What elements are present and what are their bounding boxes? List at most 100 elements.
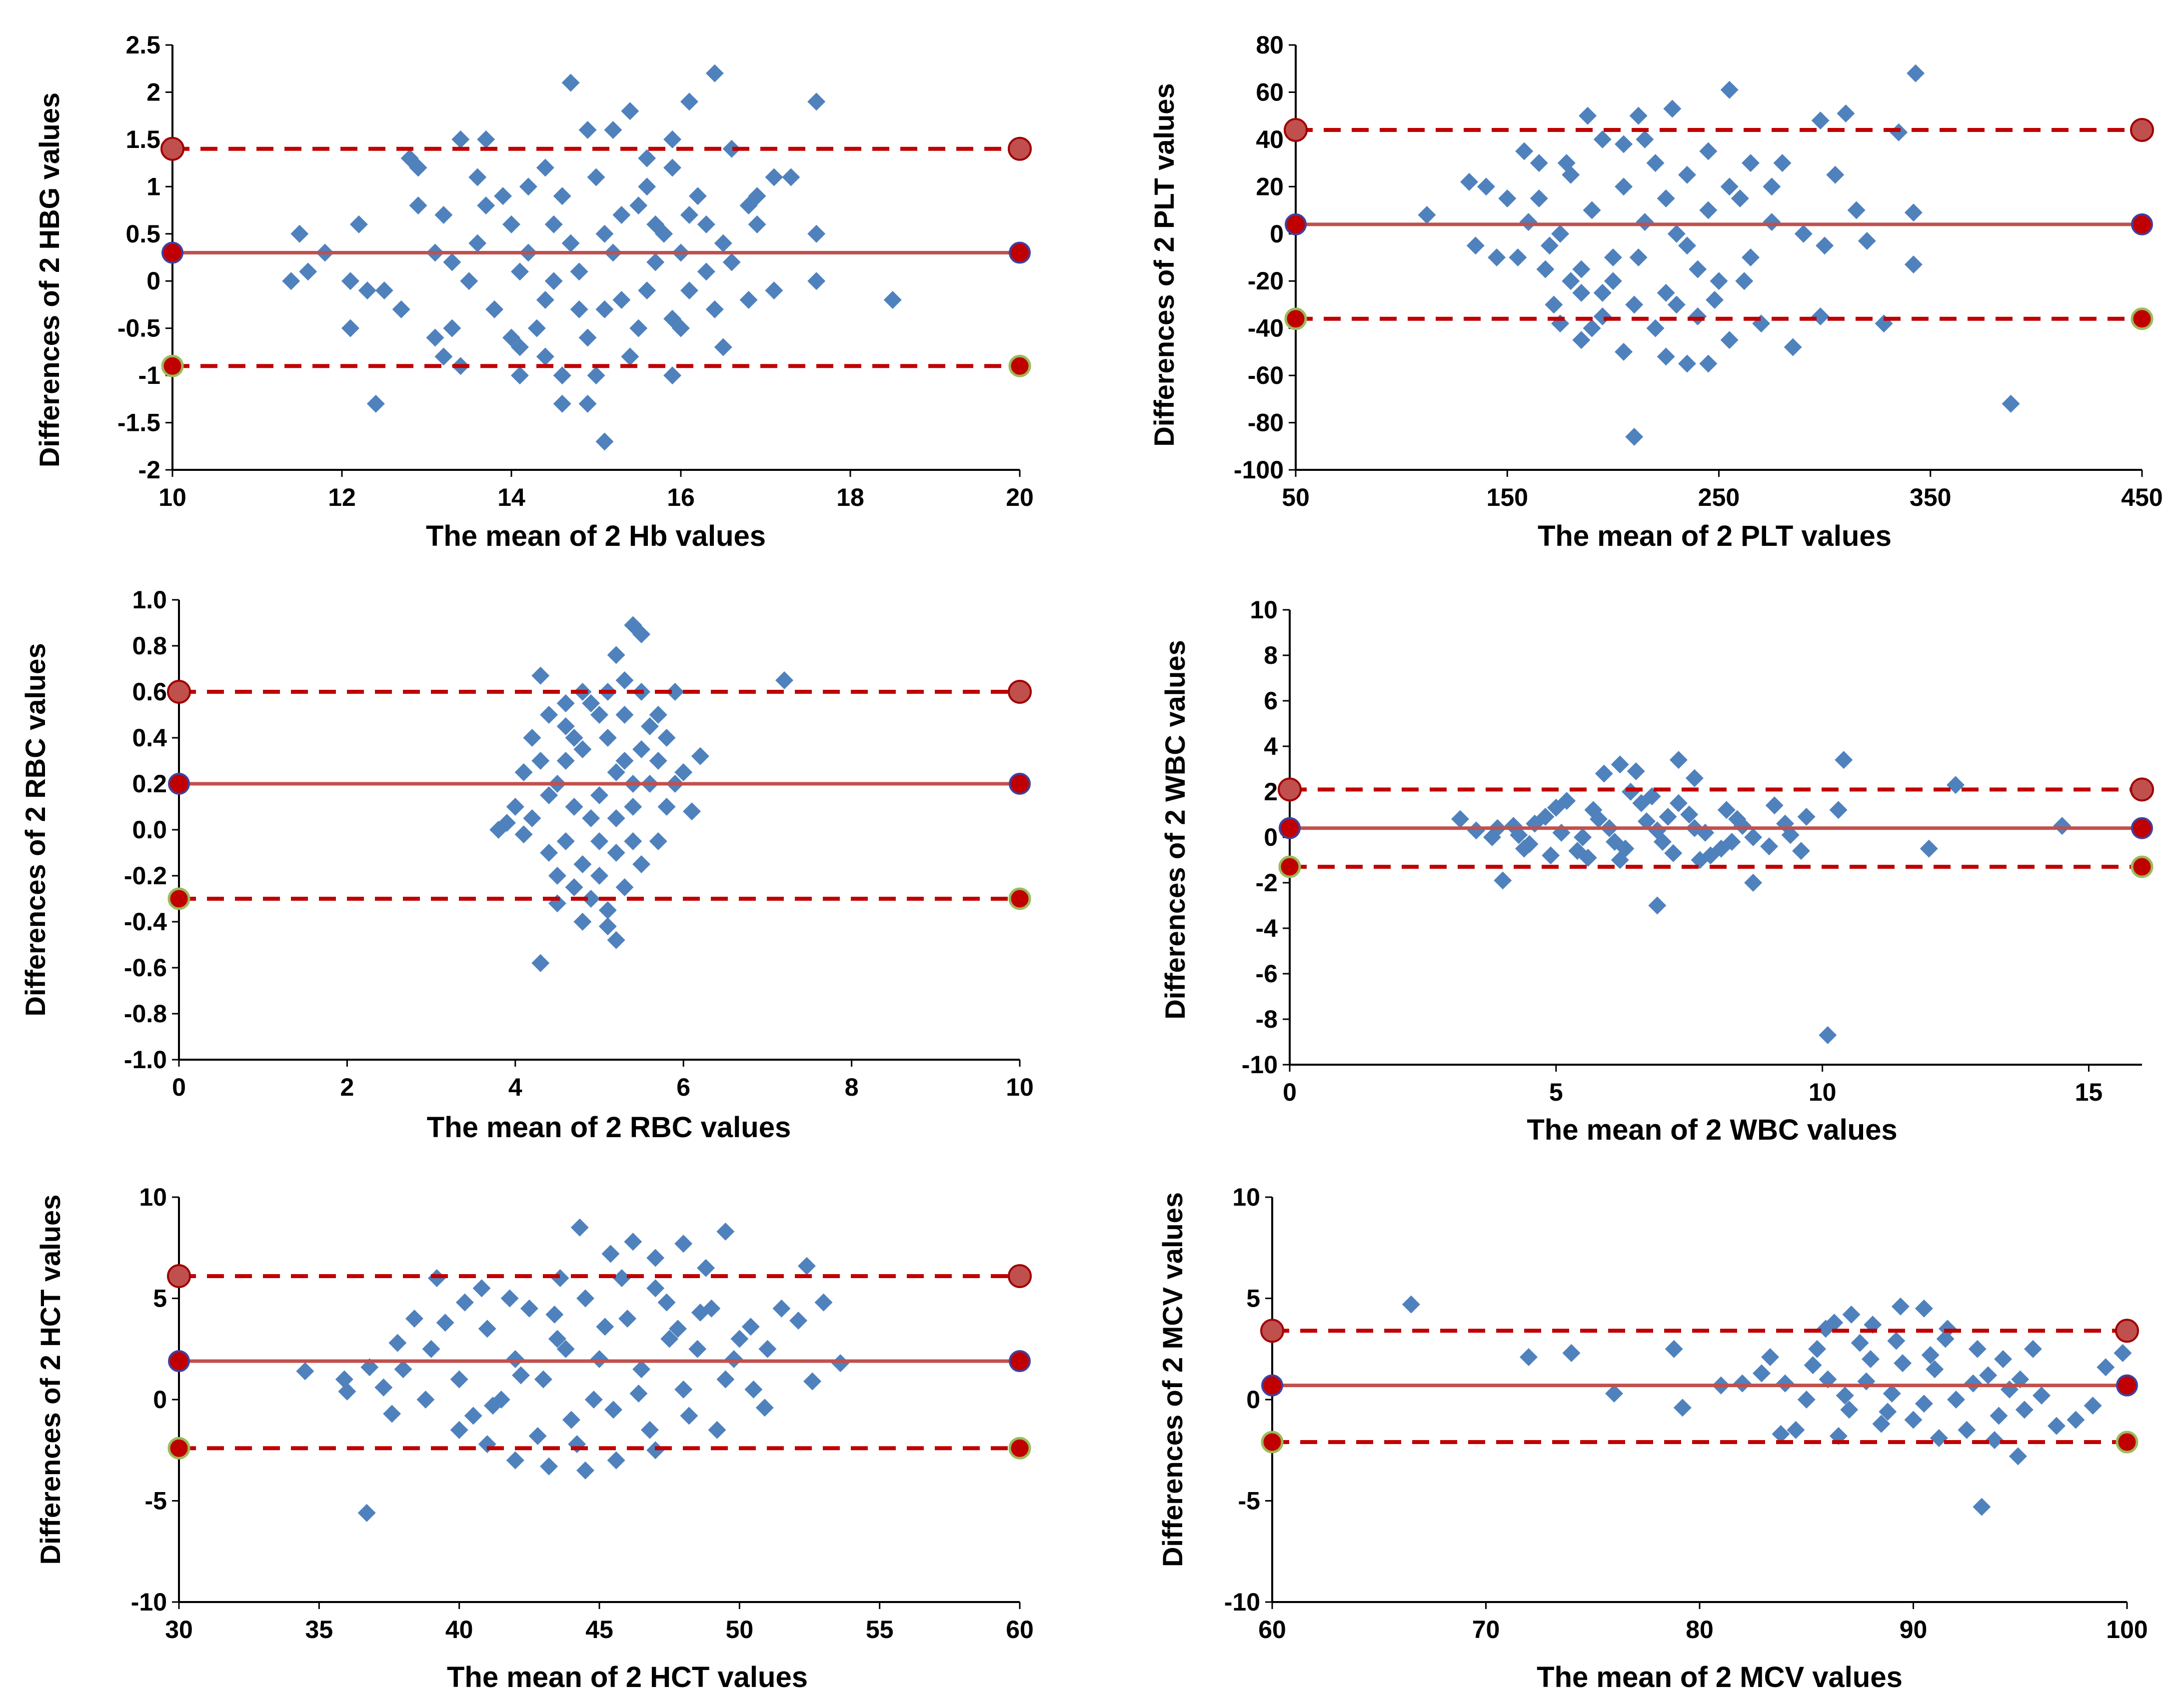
data-point (1717, 801, 1736, 819)
x-tick-label: 80 (1686, 1616, 1714, 1644)
data-point (1819, 1026, 1837, 1044)
data-point (638, 177, 656, 196)
data-point (1636, 213, 1654, 231)
data-point (520, 1299, 538, 1318)
data-point (621, 347, 639, 366)
y-tick-label: -2 (1256, 869, 1278, 897)
data-point (807, 272, 826, 290)
x-axis-label: The mean of 2 PLT values (1538, 520, 1892, 552)
data-point (341, 319, 359, 337)
data-point (782, 168, 800, 186)
data-point (416, 1391, 435, 1409)
y-tick-label: 6 (1264, 687, 1278, 715)
data-point (612, 206, 631, 224)
data-point (551, 1269, 569, 1287)
data-point (562, 1411, 580, 1429)
data-point (358, 281, 376, 300)
data-point (1816, 236, 1834, 255)
y-tick-label: -5 (1238, 1487, 1260, 1515)
x-tick-label: 2 (340, 1073, 354, 1101)
data-point (615, 706, 634, 724)
y-tick-label: 10 (139, 1183, 167, 1211)
data-point (1579, 848, 1597, 867)
mean-endpoint-marker (1285, 213, 1307, 235)
data-point (730, 1330, 749, 1348)
data-point (1466, 236, 1485, 255)
y-tick-label: -80 (1248, 409, 1284, 437)
data-point (296, 1362, 314, 1381)
x-tick-label: 55 (866, 1616, 894, 1644)
y-axis-label: Differences of 2 HCT values (34, 1195, 66, 1565)
y-tick-label: -10 (1242, 1051, 1278, 1079)
data-point (485, 300, 504, 318)
data-point (1811, 111, 1830, 130)
data-point (646, 253, 665, 271)
data-point (405, 1310, 423, 1328)
mean-endpoint-marker (1279, 817, 1301, 839)
data-point (666, 683, 684, 701)
y-tick-label: 0.8 (132, 632, 167, 660)
x-tick-label: 16 (667, 483, 695, 511)
data-point (519, 177, 537, 196)
data-point (1590, 810, 1608, 828)
x-tick-label: 10 (1809, 1078, 1837, 1106)
data-point (578, 394, 597, 413)
data-point (629, 196, 648, 215)
data-point (1723, 833, 1741, 851)
data-point (1761, 1348, 1780, 1366)
data-point (544, 272, 563, 290)
data-point (1510, 826, 1528, 844)
data-point (1964, 1374, 1983, 1393)
chart-wbc: The mean of 2 WBC values Differences of … (1159, 596, 2154, 1146)
data-point (1915, 1299, 1933, 1318)
data-point (455, 1293, 474, 1312)
data-point (388, 1334, 407, 1352)
x-tick-label: 45 (585, 1616, 613, 1644)
y-tick-label: -6 (1256, 960, 1278, 988)
y-tick-label: -10 (1224, 1588, 1260, 1616)
data-point (1605, 1384, 1623, 1403)
y-tick-label: 0 (146, 267, 160, 295)
data-point (374, 1378, 393, 1397)
data-point (657, 798, 676, 816)
y-tick-label: 4 (1264, 732, 1278, 760)
y-tick-label: -8 (1256, 1005, 1278, 1033)
data-point (803, 1372, 822, 1391)
data-point (657, 729, 676, 747)
y-axis-label: Differences of 2 WBC values (1159, 640, 1191, 1019)
data-point (649, 832, 667, 850)
data-point (1735, 272, 1754, 290)
data-point (883, 291, 902, 309)
y-tick-label: -0.5 (117, 314, 160, 342)
data-point (624, 798, 642, 816)
data-point (668, 1320, 687, 1338)
data-point (468, 234, 487, 252)
data-point (646, 1249, 665, 1267)
lower-limit-marker (1261, 1431, 1284, 1454)
data-point (556, 832, 575, 850)
lower-limit-marker (167, 1437, 190, 1460)
data-point (1540, 236, 1559, 255)
data-point (1451, 810, 1469, 828)
upper-limit-marker (1008, 136, 1032, 161)
data-point (1648, 896, 1667, 915)
data-point (1858, 231, 1876, 250)
data-point (758, 1340, 777, 1358)
y-tick-label: 2 (146, 78, 160, 106)
data-point (1883, 1384, 1901, 1403)
data-point (1520, 1348, 1538, 1366)
data-point (612, 291, 631, 309)
x-tick-label: 0 (172, 1073, 186, 1101)
data-point (1915, 1395, 1933, 1413)
lower-limit-marker (1284, 307, 1307, 330)
upper-limit-marker (167, 1264, 191, 1288)
data-point (570, 1218, 589, 1237)
data-point (1604, 248, 1622, 266)
data-point (528, 1427, 547, 1445)
y-tick-label: -40 (1248, 314, 1284, 342)
data-point (443, 319, 461, 337)
data-point (765, 281, 783, 300)
data-point (1593, 307, 1612, 326)
data-point (672, 319, 690, 337)
data-point (621, 102, 639, 120)
